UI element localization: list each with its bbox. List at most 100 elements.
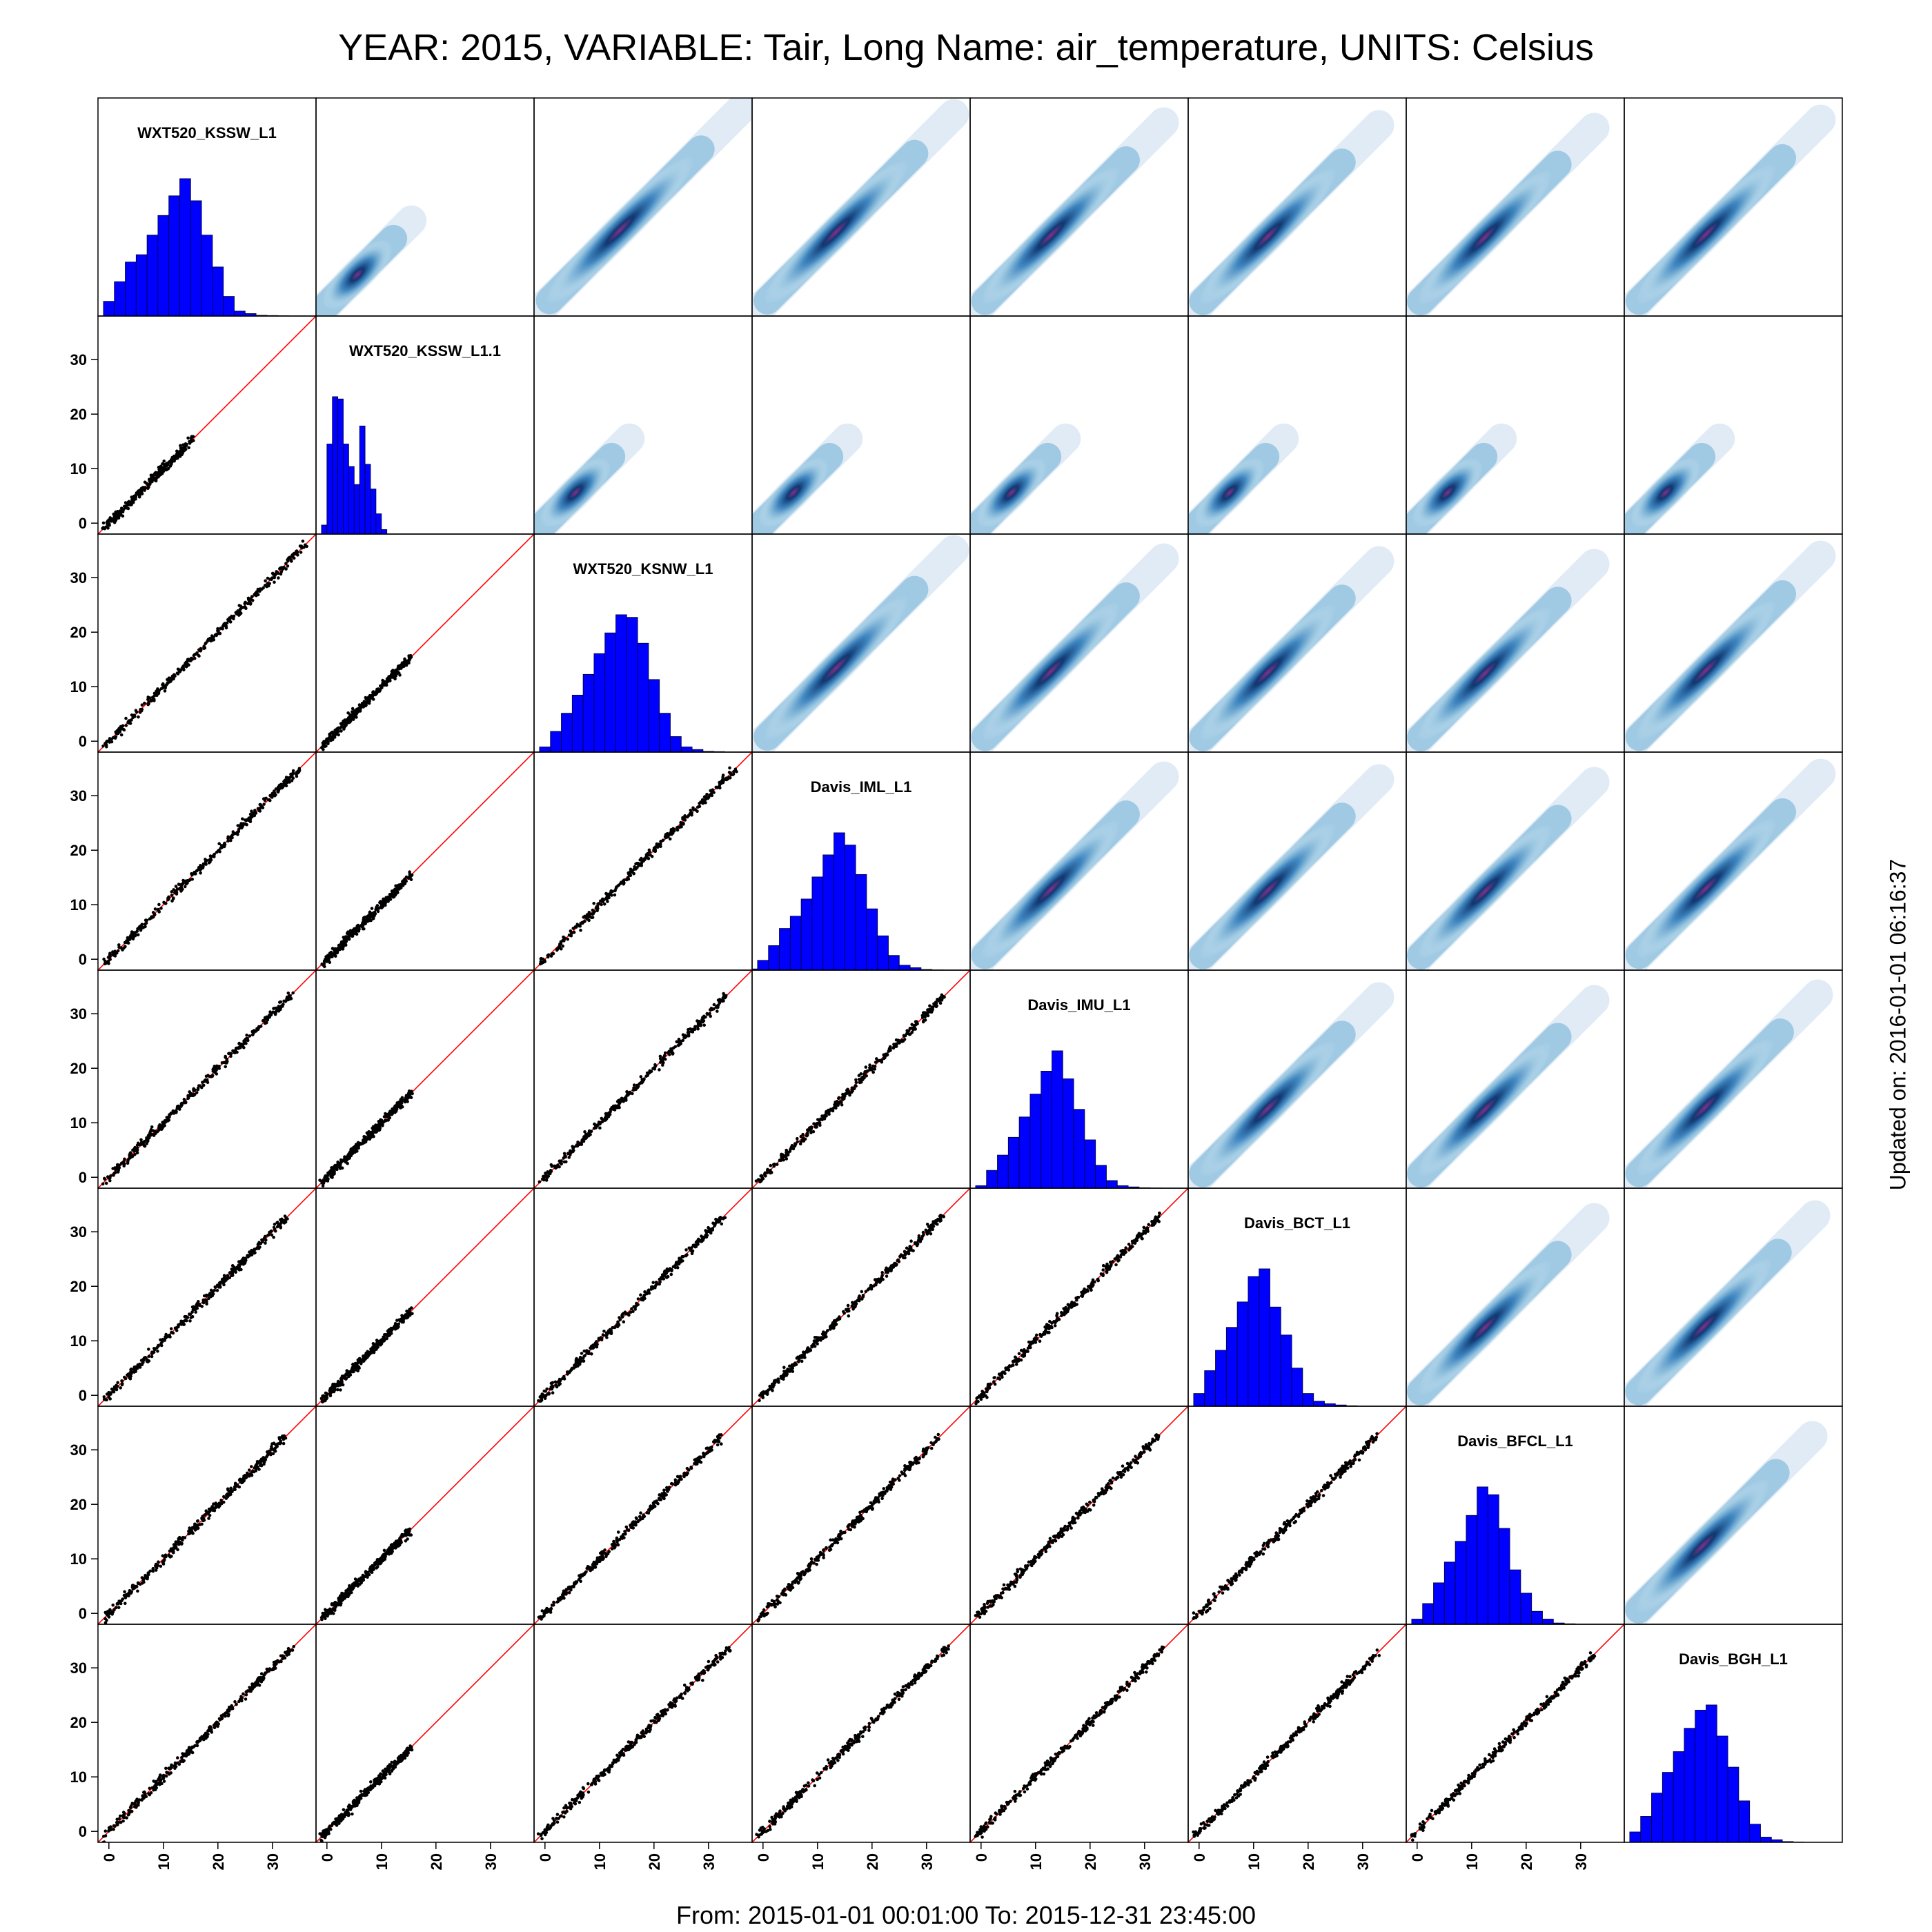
updated-timestamp: Updated on: 2016-01-01 06:16:37 xyxy=(1885,858,1911,1191)
histogram-bar xyxy=(114,281,126,316)
panel-content xyxy=(752,1624,970,1842)
y-tick-label: 0 xyxy=(79,951,87,968)
panel-1-1: WXT520_KSSW_L1.1 xyxy=(315,315,535,535)
x-tick-label: 30 xyxy=(264,1853,282,1870)
scatter-points xyxy=(319,1527,413,1621)
histogram-bar xyxy=(353,484,360,534)
panel-5-2 xyxy=(533,1187,753,1407)
histogram-bar xyxy=(337,398,344,534)
histogram-bar xyxy=(135,254,148,316)
scatter-points xyxy=(536,1646,732,1841)
y-tick-label: 0 xyxy=(79,733,87,750)
histogram-bar xyxy=(1738,1800,1751,1842)
panel-content xyxy=(1188,110,1394,316)
scatter-points xyxy=(102,1214,289,1401)
panel-content xyxy=(970,423,1081,534)
panel-4-6 xyxy=(1406,969,1625,1189)
histogram-bar xyxy=(375,513,382,534)
histogram-bar xyxy=(1455,1541,1467,1624)
panel-3-0 xyxy=(97,751,317,971)
panel-1-6 xyxy=(1406,315,1625,535)
histogram-bar xyxy=(811,876,824,970)
panel-7-7: Davis_BGH_L1 xyxy=(1624,1624,1843,1843)
x-tick-label: 0 xyxy=(973,1853,990,1862)
histogram-bar xyxy=(1509,1569,1521,1624)
panel-7-4 xyxy=(969,1624,1189,1843)
panel-content xyxy=(534,1406,752,1624)
panel-content xyxy=(534,970,752,1188)
panel-1-2 xyxy=(533,315,753,535)
density-core xyxy=(1412,457,1483,528)
histogram-bar xyxy=(1106,1180,1118,1188)
variable-label: Davis_IMU_L1 xyxy=(1027,996,1130,1014)
y-tick-label: 20 xyxy=(70,1496,87,1513)
panel-0-6 xyxy=(1406,97,1625,317)
density-core xyxy=(546,156,694,304)
histogram-bar xyxy=(1760,1837,1772,1842)
panel-content xyxy=(539,614,725,752)
panel-content xyxy=(1406,1203,1610,1406)
y-tick-label: 30 xyxy=(70,351,87,368)
panel-content xyxy=(534,752,752,970)
scatter-points xyxy=(974,1211,1161,1406)
variable-label: Davis_BGH_L1 xyxy=(1679,1650,1788,1668)
histogram-bar xyxy=(670,736,682,752)
histogram-bar xyxy=(680,747,693,752)
panel-content xyxy=(970,1188,1188,1406)
scatter-points xyxy=(318,1744,414,1842)
y-tick-label: 20 xyxy=(70,1714,87,1731)
panel-7-3 xyxy=(751,1624,971,1843)
x-tick-label: 0 xyxy=(537,1853,554,1862)
x-tick-label: 0 xyxy=(1191,1853,1208,1862)
panel-content xyxy=(752,832,943,970)
panel-content xyxy=(316,1406,534,1624)
histogram-bar xyxy=(381,529,388,534)
histogram-bar xyxy=(1629,1831,1642,1842)
panel-5-7 xyxy=(1624,1187,1843,1407)
histogram-bar xyxy=(834,832,845,970)
panel-content xyxy=(1624,423,1735,534)
y-tick-label: 30 xyxy=(70,569,87,586)
histogram-bar xyxy=(898,965,911,970)
y-tick-label: 30 xyxy=(70,1005,87,1023)
panel-2-6 xyxy=(1406,533,1625,753)
panel-4-1 xyxy=(315,969,535,1189)
histogram-bar xyxy=(1313,1401,1325,1406)
variable-label: Davis_BCT_L1 xyxy=(1244,1214,1350,1232)
histogram-bar xyxy=(201,235,213,316)
histogram-bar xyxy=(768,945,780,970)
histogram-bar xyxy=(822,854,834,970)
density-core xyxy=(982,166,1120,304)
panel-5-5: Davis_BCT_L1 xyxy=(1187,1187,1407,1407)
histogram-bar xyxy=(1727,1766,1739,1842)
histogram-bar xyxy=(866,908,878,970)
panel-content xyxy=(1624,104,1836,316)
panel-content xyxy=(316,752,534,970)
x-tick-label: 10 xyxy=(809,1853,827,1870)
histogram-bar xyxy=(244,313,257,316)
scatter-points xyxy=(537,1433,723,1621)
panel-content xyxy=(752,1188,970,1406)
x-tick-label: 10 xyxy=(1245,1853,1263,1870)
histogram-bar xyxy=(593,653,606,752)
density-core xyxy=(1417,1261,1552,1395)
scatter-points xyxy=(101,435,195,531)
y-tick-label: 10 xyxy=(70,1332,87,1350)
variable-label: Davis_BFCL_L1 xyxy=(1457,1432,1573,1450)
panel-content xyxy=(1624,1200,1831,1406)
histogram-bar xyxy=(1498,1528,1510,1624)
panel-border xyxy=(1624,1624,1843,1843)
histogram-bar xyxy=(997,1154,1009,1188)
y-tick-label: 10 xyxy=(70,1550,87,1568)
panel-7-1 xyxy=(315,1624,535,1843)
scatter-points xyxy=(537,1216,727,1403)
y-tick-label: 10 xyxy=(70,896,87,914)
density-core xyxy=(540,457,611,528)
panel-0-4 xyxy=(969,97,1189,317)
scatter-points xyxy=(101,540,308,749)
panel-5-3 xyxy=(751,1187,971,1407)
histogram-bar xyxy=(800,898,813,970)
histogram-bar xyxy=(168,195,180,316)
panel-5-6 xyxy=(1406,1187,1625,1407)
density-core xyxy=(1417,170,1552,305)
